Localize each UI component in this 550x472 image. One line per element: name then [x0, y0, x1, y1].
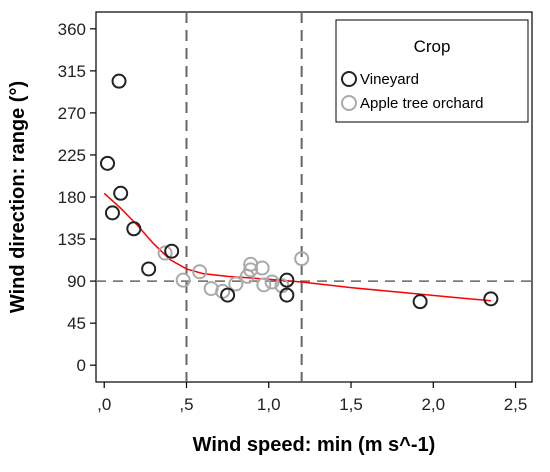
x-tick-label: 1,0 [257, 395, 281, 414]
y-tick-label: 360 [58, 20, 86, 39]
legend-marker-apple [341, 95, 357, 111]
data-point-vineyard [220, 287, 236, 303]
y-tick-label: 45 [67, 314, 86, 333]
legend-title: Crop [414, 37, 451, 56]
y-axis-ticks: 0 45 90 135 180 225 270 315 360 [58, 20, 96, 375]
y-tick-label: 90 [67, 272, 86, 291]
data-point-apple [294, 251, 310, 267]
y-tick-label: 0 [77, 356, 86, 375]
legend-label-apple: Apple tree orchard [360, 95, 483, 112]
x-tick-label: 1,5 [339, 395, 363, 414]
x-tick-label: 2,5 [504, 395, 528, 414]
y-tick-label: 180 [58, 188, 86, 207]
data-point-apple [157, 245, 173, 261]
data-point-vineyard [164, 243, 180, 259]
data-point-vineyard [100, 155, 116, 171]
legend-box [335, 19, 529, 123]
x-axis-ticks: ,0 ,5 1,0 1,5 2,0 2,5 [97, 382, 527, 414]
data-point-apple [228, 276, 244, 292]
data-point-apple [256, 277, 272, 293]
legend-marker-vineyard [341, 71, 357, 87]
data-point-apple [243, 262, 259, 278]
x-tick-label: 2,0 [421, 395, 445, 414]
y-axis-title: Wind direction: range (°) [7, 81, 29, 313]
data-point-vineyard [113, 185, 129, 201]
reference-lines [96, 12, 532, 382]
y-tick-label: 270 [58, 104, 86, 123]
data-point-vineyard [111, 73, 127, 89]
data-point-vineyard [412, 294, 428, 310]
legend: Crop Vineyard Apple tree orchard [335, 19, 529, 123]
y-tick-label: 225 [58, 146, 86, 165]
data-point-vineyard [126, 221, 142, 237]
y-tick-label: 315 [58, 62, 86, 81]
data-point-vineyard [141, 261, 157, 277]
data-point-vineyard [279, 272, 295, 288]
data-point-apple [192, 264, 208, 280]
y-tick-label: 135 [58, 230, 86, 249]
data-point-vineyard [104, 205, 120, 221]
data-point-apple [264, 274, 280, 290]
x-axis-title: Wind speed: min (m s^-1) [193, 434, 436, 456]
x-tick-label: ,0 [97, 395, 111, 414]
data-point-apple [254, 260, 270, 276]
data-point-vineyard [279, 287, 295, 303]
data-point-apple [175, 272, 191, 288]
data-points [100, 73, 499, 310]
data-point-vineyard [483, 291, 499, 307]
legend-label-vineyard: Vineyard [360, 71, 419, 88]
x-tick-label: ,5 [179, 395, 193, 414]
